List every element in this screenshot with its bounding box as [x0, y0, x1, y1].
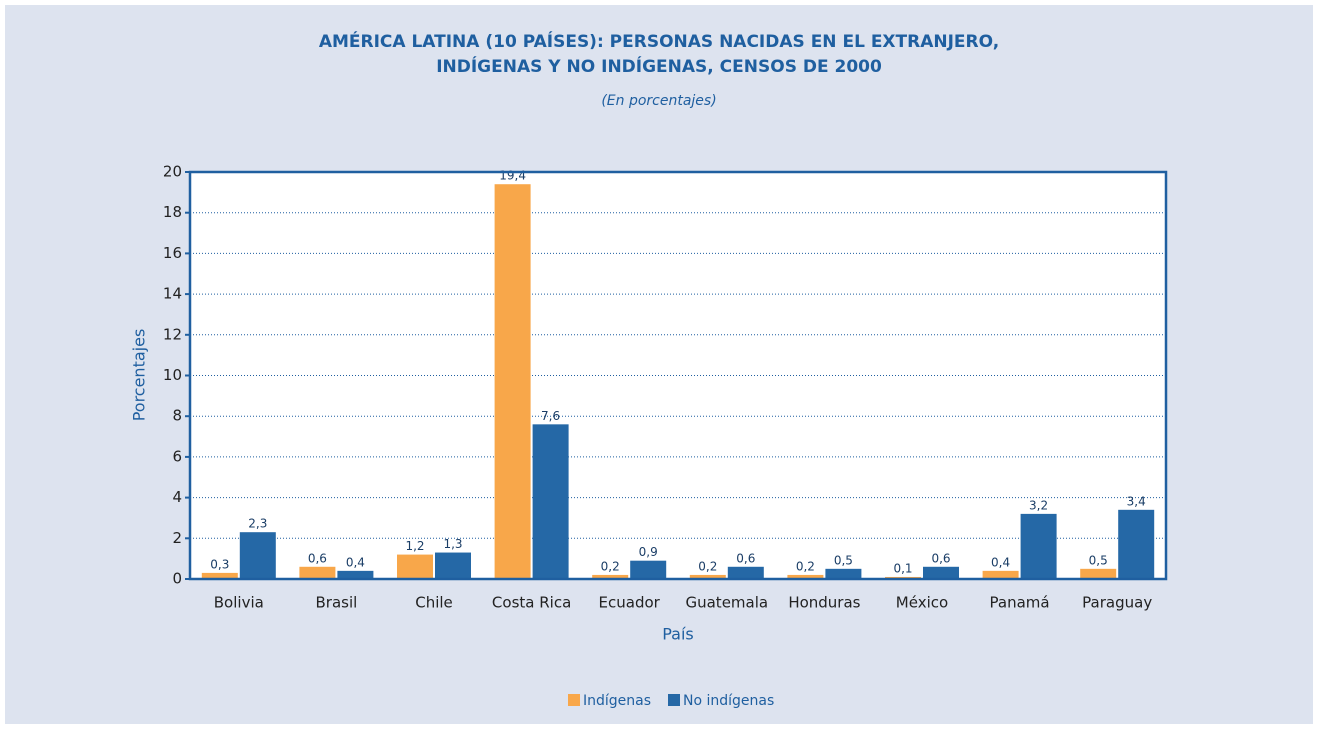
value-label: 3,2 [1029, 498, 1048, 512]
value-label: 0,6 [931, 551, 950, 565]
y-axis-label: Porcentajes [130, 329, 149, 422]
value-label: 0,6 [308, 551, 327, 565]
value-label: 0,2 [796, 559, 815, 573]
value-label: 0,2 [601, 559, 620, 573]
bar [397, 554, 433, 579]
value-label: 0,9 [639, 545, 658, 559]
x-tick-label: Guatemala [685, 594, 768, 612]
bar [727, 566, 764, 579]
legend-swatch [568, 694, 580, 706]
x-tick-label: Paraguay [1082, 594, 1152, 612]
value-label: 0,6 [736, 551, 755, 565]
bar [299, 566, 336, 579]
value-label: 0,4 [991, 555, 1010, 569]
bar [494, 184, 531, 579]
y-tick-label: 12 [163, 325, 182, 343]
value-label: 1,3 [443, 537, 462, 551]
bar [982, 570, 1019, 579]
x-tick-label: Brasil [315, 594, 357, 612]
value-label: 0,2 [698, 559, 717, 573]
y-tick-label: 8 [172, 407, 182, 425]
bar [787, 574, 824, 579]
chart-title: AMÉRICA LATINA (10 PAÍSES): PERSONAS NAC… [319, 30, 999, 52]
x-tick-label: Ecuador [599, 594, 661, 612]
x-tick-label: Chile [415, 594, 453, 612]
bar [825, 568, 862, 579]
y-tick-label: 18 [163, 203, 182, 221]
x-tick-label: México [896, 594, 948, 612]
bar [435, 552, 471, 579]
x-tick-label: Costa Rica [492, 594, 571, 612]
bar [630, 560, 667, 579]
y-tick-label: 2 [172, 529, 182, 547]
x-tick-label: Honduras [788, 594, 860, 612]
value-label: 0,3 [210, 557, 229, 571]
value-label: 2,3 [248, 517, 267, 531]
bar [201, 572, 238, 579]
bar [923, 566, 959, 579]
value-label: 7,6 [541, 409, 560, 423]
bar [239, 532, 276, 579]
value-label: 1,2 [405, 539, 424, 553]
y-tick-label: 14 [163, 285, 182, 303]
x-tick-label: Bolivia [214, 594, 264, 612]
x-axis-label: País [662, 625, 694, 644]
bar [689, 574, 726, 579]
x-tick-label: Panamá [990, 594, 1050, 612]
bar [592, 574, 629, 579]
y-tick-label: 0 [172, 570, 182, 588]
legend-label: Indígenas [583, 693, 651, 709]
legend-swatch [668, 694, 680, 706]
y-tick-label: 4 [172, 488, 182, 506]
bar [1118, 509, 1155, 579]
chart-subtitle: (En porcentajes) [601, 93, 716, 109]
y-tick-label: 6 [172, 447, 182, 465]
bar [532, 424, 569, 579]
bar [1020, 513, 1057, 579]
value-label: 0,1 [893, 561, 912, 575]
value-label: 3,4 [1127, 494, 1146, 508]
bar [1080, 568, 1117, 579]
y-tick-label: 20 [163, 163, 182, 181]
bar [337, 570, 374, 579]
legend-label: No indígenas [683, 693, 774, 709]
axis-frame [188, 170, 1168, 581]
value-label: 0,5 [1089, 553, 1108, 567]
y-tick-label: 10 [163, 366, 182, 384]
plot-area [190, 172, 1166, 579]
chart-title: INDÍGENAS Y NO INDÍGENAS, CENSOS DE 2000 [436, 55, 882, 77]
value-label: 0,4 [346, 555, 365, 569]
value-label: 0,5 [834, 553, 853, 567]
y-tick-label: 16 [163, 244, 182, 262]
